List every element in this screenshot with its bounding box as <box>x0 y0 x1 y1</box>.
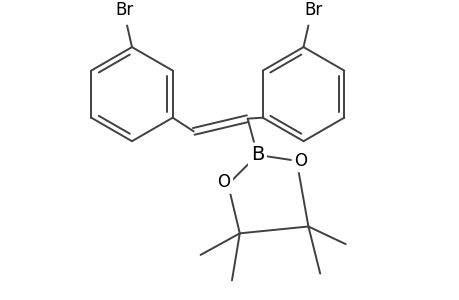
Text: Br: Br <box>303 1 322 19</box>
Text: O: O <box>217 173 230 191</box>
Text: Br: Br <box>115 1 133 19</box>
Text: O: O <box>293 152 307 170</box>
Text: B: B <box>250 146 263 164</box>
